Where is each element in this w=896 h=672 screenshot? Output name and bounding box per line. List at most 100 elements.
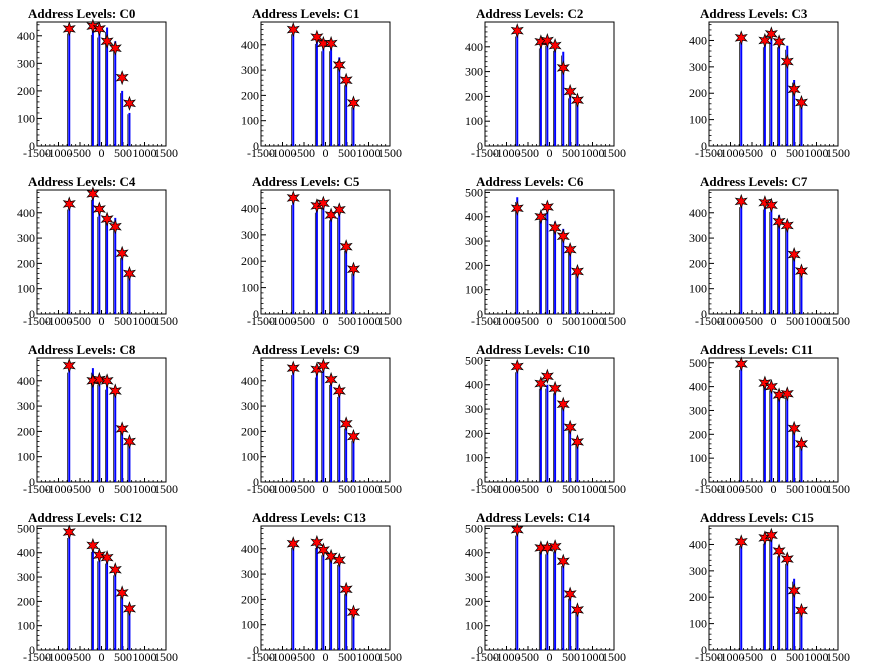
y-tick-label: 300 [241,399,259,413]
star-marker [115,585,129,601]
star-marker [332,202,346,218]
chart-title: Address Levels: C15 [700,510,814,525]
x-tick-label: -500 [517,482,539,496]
x-tick-label: 1000 [133,314,157,328]
chart-panel: Address Levels: C2 -1500 -1000 -500 0 500 1000… [448,0,672,168]
y-tick-label: 300 [689,60,707,74]
plot-frame [708,189,839,315]
y-tick-label: 300 [17,570,35,584]
chart-svg: -1500-1000-500 0 500 1000150001002003004005… [465,353,626,496]
y-tick-label: 200 [465,594,483,608]
chart-panel: Address Levels: C11 -1500 -1000 -500 0 500 100… [672,336,896,504]
chart-svg: -1500-1000-500 0 500 1000150001002003004005… [465,185,626,328]
x-tick-label: -1500 [695,146,723,160]
x-tick-label: 1000 [581,650,605,664]
x-tick-label: -500 [741,650,763,664]
chart-panel: Address Levels: C4 -1500 -1000 -500 0 500 1000… [0,168,224,336]
x-tick-label: -500 [293,314,315,328]
x-tick-label: -1500 [247,146,275,160]
x-tick-label: -500 [741,314,763,328]
chart-title: Address Levels: C14 [476,510,590,525]
star-marker [734,193,748,209]
y-tick-label: 500 [17,521,35,535]
x-tick-label: -1000 [45,482,73,496]
star-marker [339,416,353,432]
x-tick-label: -1000 [717,314,745,328]
x-tick-label: 1500 [602,314,626,328]
star-marker [286,536,300,552]
star-marker [510,200,524,216]
x-tick-label: 1000 [357,314,381,328]
x-tick-label: -1500 [23,650,51,664]
x-tick-label: 0 [771,146,777,160]
y-tick-label: 400 [17,374,35,388]
star-marker [108,383,122,399]
x-tick-label: 0 [323,482,329,496]
star-marker [556,553,570,569]
x-tick-label: -1500 [23,314,51,328]
star-marker [510,522,524,538]
x-tick-label: -500 [517,650,539,664]
star-marker [780,53,794,70]
y-tick-label: 200 [689,86,707,100]
x-tick-label: 500 [338,146,356,160]
x-tick-label: -1000 [717,482,745,496]
star-marker [772,34,786,50]
chart-title: Address Levels: C8 [28,342,136,357]
y-tick-label: 400 [241,38,259,52]
chart-panel: Address Levels: C8 -1500 -1000 -500 0 500 1000… [0,336,224,504]
x-tick-label: -1500 [471,482,499,496]
x-tick-label: 0 [547,146,553,160]
x-tick-label: 0 [99,146,105,160]
chart-title: Address Levels: C4 [28,174,136,189]
plot-frame [708,21,839,147]
star-marker [780,386,794,402]
y-tick-label: 500 [465,185,483,199]
x-tick-label: 1500 [602,650,626,664]
plot-frame [708,525,839,651]
y-tick-label: 100 [465,619,483,633]
x-tick-label: 500 [338,482,356,496]
y-tick-label: 200 [241,88,259,102]
star-marker [556,396,570,412]
chart-title: Address Levels: C11 [700,342,814,357]
y-tick-label: 200 [17,594,35,608]
star-marker [100,211,114,227]
star-marker [548,220,562,236]
y-tick-label: 0 [253,475,259,489]
star-marker [324,35,338,52]
plot-frame [260,189,391,315]
y-tick-label: 300 [17,399,35,413]
x-tick-label: 0 [99,482,105,496]
x-tick-label: 0 [99,314,105,328]
x-tick-label: 500 [562,482,580,496]
x-tick-label: 1500 [602,482,626,496]
y-tick-label: 300 [465,65,483,79]
chart-panel: Address Levels: C10 -1500 -1000 -500 0 500 100… [448,336,672,504]
y-tick-label: 0 [253,307,259,321]
star-marker [570,434,585,450]
y-tick-label: 300 [689,231,707,245]
y-tick-label: 100 [241,114,259,128]
y-tick-label: 500 [689,356,707,370]
x-tick-label: -1000 [269,650,297,664]
x-tick-label: -500 [69,482,91,496]
y-tick-label: 400 [465,40,483,54]
chart-title: Address Levels: C13 [252,510,366,525]
x-tick-label: 1000 [133,650,157,664]
chart-title: Address Levels: C0 [28,6,136,21]
star-marker [540,199,554,215]
star-marker [764,26,778,42]
y-tick-label: 100 [465,283,483,297]
star-marker [115,70,129,86]
y-tick-label: 100 [241,450,259,464]
x-tick-label: -1000 [717,146,745,160]
x-tick-label: -1500 [23,482,51,496]
x-tick-label: -500 [293,482,315,496]
star-marker [286,190,300,206]
plot-frame [260,525,391,651]
x-tick-label: 500 [786,314,804,328]
